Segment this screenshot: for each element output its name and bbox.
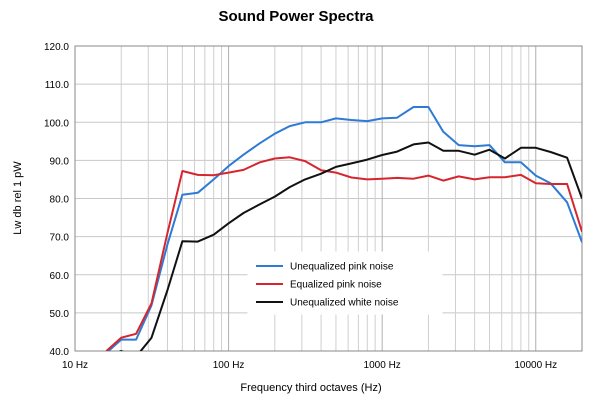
legend-label-unequalized-pink: Unequalized pink noise <box>290 262 394 273</box>
y-tick-label: 90.0 <box>50 156 70 167</box>
series-group <box>105 106 582 351</box>
y-tick-label: 120.0 <box>44 42 69 53</box>
y-tick-label: 40.0 <box>50 347 70 358</box>
y-tick-label: 80.0 <box>50 195 70 206</box>
x-tick-label: 10 Hz <box>62 360 88 371</box>
legend: Unequalized pink noise Equalized pink no… <box>247 251 443 315</box>
x-tick-label: 100 Hz <box>213 360 245 371</box>
x-tick-label: 10000 Hz <box>514 360 557 371</box>
chart-title: Sound Power Spectra <box>218 8 374 25</box>
series-line-unequalized-white <box>118 141 582 351</box>
x-axis-ticks: 10 Hz 100 Hz 1000 Hz 10000 Hz <box>62 360 557 371</box>
series-line-equalized-pink <box>105 156 582 351</box>
y-tick-label: 70.0 <box>50 233 70 244</box>
series-line-unequalized-pink <box>107 106 582 351</box>
y-axis-label: Lw db rel 1 pW <box>12 161 24 235</box>
y-tick-label: 100.0 <box>44 118 69 129</box>
legend-label-equalized-pink: Equalized pink noise <box>290 280 382 291</box>
legend-label-unequalized-white: Unequalized white noise <box>290 298 399 309</box>
y-axis-ticks: 40.0 50.0 60.0 70.0 80.0 90.0 100.0 110.0 120.0 <box>44 42 69 358</box>
x-axis-label: Frequency third octaves (Hz) <box>240 382 381 394</box>
y-tick-label: 60.0 <box>50 271 70 282</box>
x-tick-label: 1000 Hz <box>364 360 401 371</box>
y-tick-label: 50.0 <box>50 309 70 320</box>
y-tick-label: 110.0 <box>45 80 70 91</box>
